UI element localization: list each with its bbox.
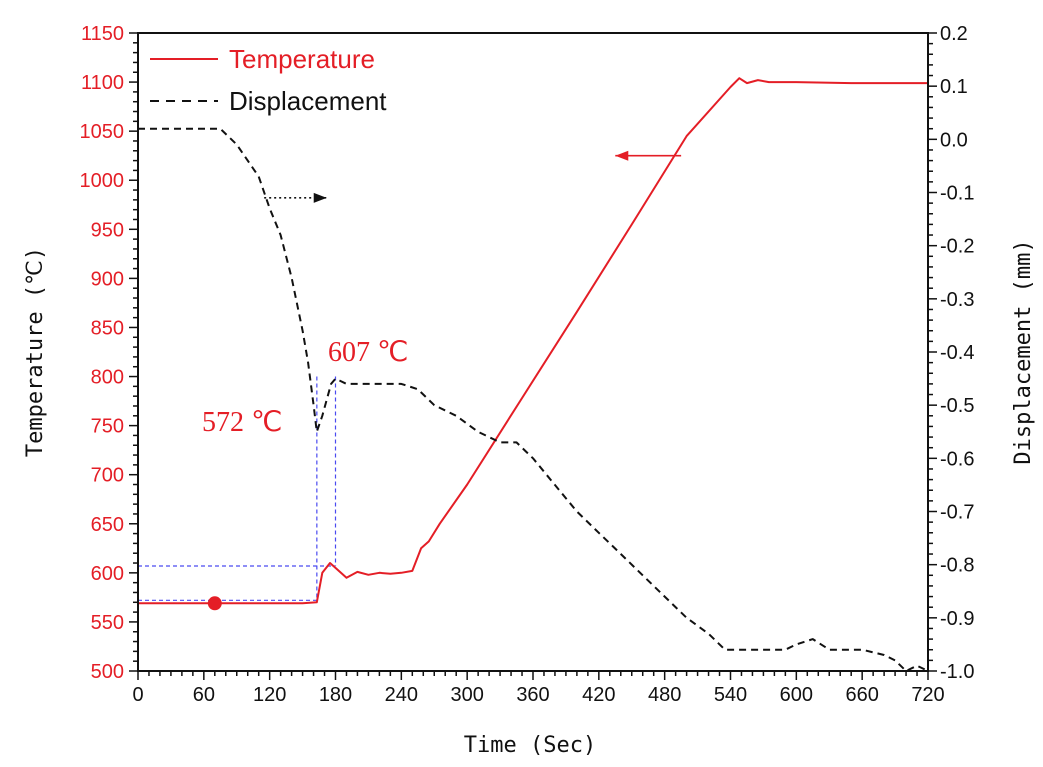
y2-tick-label: -1.0 bbox=[940, 661, 974, 683]
x-tick-label: 600 bbox=[780, 684, 813, 706]
y-tick-label: 950 bbox=[91, 219, 124, 241]
annotation-572: 572 ℃ bbox=[202, 407, 282, 438]
temperature-line bbox=[138, 77, 928, 605]
y2-tick-label: 0.0 bbox=[940, 129, 968, 151]
x-tick-label: 120 bbox=[253, 684, 286, 706]
y-tick-label: 600 bbox=[91, 563, 124, 585]
y-tick-label: 550 bbox=[91, 612, 124, 634]
legend-label-temperature: Temperature bbox=[229, 44, 375, 74]
annotation-607: 607 ℃ bbox=[328, 337, 408, 368]
legend: Temperature Displacement bbox=[150, 44, 387, 116]
x-tick-label: 720 bbox=[911, 684, 944, 706]
y-tick-label: 1050 bbox=[80, 121, 125, 143]
ticks: 0 60 120 180 240 300 360 420 480 540 600 660 720 500 5… bbox=[80, 23, 975, 706]
y-axis-title: Temperature (℃) bbox=[23, 247, 48, 457]
y2-tick-label: 0.2 bbox=[940, 23, 968, 45]
y2-tick-label: -0.3 bbox=[940, 289, 974, 311]
plot-frame bbox=[137, 32, 929, 672]
y-tick-label: 900 bbox=[91, 268, 124, 290]
y-tick-label: 500 bbox=[91, 661, 124, 683]
x-tick-label: 0 bbox=[132, 684, 143, 706]
y2-tick-label: -0.7 bbox=[940, 502, 974, 524]
x-tick-label: 360 bbox=[516, 684, 549, 706]
y2-tick-label: -0.2 bbox=[940, 236, 974, 258]
guide-lines bbox=[138, 376, 337, 601]
y2-tick-label: -0.1 bbox=[940, 183, 974, 205]
y2-tick-label: -0.6 bbox=[940, 448, 974, 470]
y2-axis-title: Displacement (mm) bbox=[1011, 239, 1036, 464]
y-tick-label: 650 bbox=[91, 514, 124, 536]
series-layer bbox=[138, 77, 929, 672]
y2-tick-label: -0.8 bbox=[940, 555, 974, 577]
displacement-line bbox=[138, 127, 929, 672]
arrow-right-head bbox=[313, 192, 327, 203]
x-tick-label: 420 bbox=[582, 684, 615, 706]
y-tick-label: 1100 bbox=[81, 72, 124, 94]
x-axis-title: Time (Sec) bbox=[464, 733, 596, 758]
overlay bbox=[207, 150, 682, 611]
x-tick-label: 240 bbox=[385, 684, 418, 706]
arrow-left-head bbox=[615, 150, 629, 161]
y-tick-label: 800 bbox=[91, 367, 124, 389]
axes bbox=[137, 32, 929, 672]
y2-tick-label: 0.1 bbox=[940, 76, 968, 98]
y-tick-label: 1150 bbox=[81, 23, 124, 45]
temperature-marker bbox=[207, 596, 222, 611]
y-tick-label: 1000 bbox=[80, 170, 125, 192]
x-tick-label: 540 bbox=[714, 684, 747, 706]
x-tick-label: 660 bbox=[845, 684, 878, 706]
x-tick-label: 480 bbox=[648, 684, 681, 706]
y-tick-label: 850 bbox=[91, 317, 124, 339]
x-tick-label: 60 bbox=[193, 684, 215, 706]
y2-tick-label: -0.5 bbox=[940, 395, 974, 417]
y-tick-label: 700 bbox=[91, 465, 124, 487]
legend-label-displacement: Displacement bbox=[229, 86, 387, 116]
y2-tick-label: -0.4 bbox=[940, 342, 974, 364]
y2-tick-label: -0.9 bbox=[940, 608, 974, 630]
x-tick-label: 180 bbox=[319, 684, 352, 706]
y-tick-label: 750 bbox=[91, 416, 124, 438]
x-tick-label: 300 bbox=[450, 684, 483, 706]
